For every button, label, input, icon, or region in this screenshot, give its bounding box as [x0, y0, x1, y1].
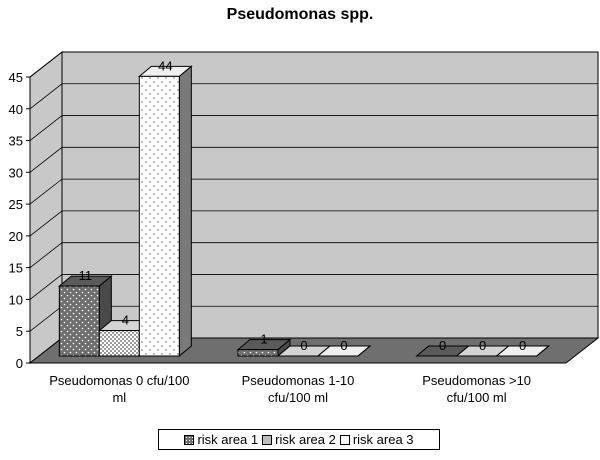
x-category-label-line: Pseudomonas 1-10 [241, 373, 355, 388]
legend-swatch-risk-area-3 [339, 434, 350, 445]
data-label: 4 [122, 313, 129, 328]
data-label: 1 [260, 332, 267, 347]
y-tick-label: 20 [9, 229, 23, 244]
legend-label-risk-area-3: risk area 3 [352, 432, 414, 447]
bar-risk-area-1-1 [58, 285, 100, 357]
data-label: 44 [158, 58, 172, 73]
y-tick-label: 10 [9, 292, 23, 307]
legend-label-risk-area-1: risk area 1 [197, 432, 259, 447]
gridline [29, 210, 598, 237]
data-label: 0 [340, 338, 347, 353]
bar-risk-area-3-1 [138, 75, 180, 357]
gridline [29, 242, 598, 268]
data-label: 0 [479, 338, 486, 353]
y-tick-label: 5 [16, 324, 23, 339]
x-category-label-line: cfu/100 ml [268, 390, 328, 405]
bar-risk-area-2-1 [98, 330, 140, 357]
x-category-label-1: Pseudomonas 0 cfu/100 ml [24, 372, 214, 406]
legend-label-risk-area-2: risk area 2 [275, 432, 336, 447]
y-tick-label: 30 [9, 165, 23, 180]
gridline [29, 83, 598, 110]
gridline [29, 146, 598, 173]
y-tick-label: 15 [9, 261, 23, 276]
gridline [29, 178, 598, 205]
x-category-label-3: Pseudomonas >10 cfu/100 ml [382, 372, 572, 406]
gridline [29, 51, 598, 78]
x-category-label-line: Pseudomonas >10 [422, 373, 532, 388]
bar-risk-area-1-2 [237, 349, 279, 357]
bar-side [536, 345, 549, 357]
legend-swatch-risk-area-1 [184, 434, 195, 445]
data-label: 0 [300, 338, 307, 353]
data-label: 0 [439, 338, 446, 353]
y-tick-label: 25 [9, 197, 23, 212]
x-category-label-line: Pseudomonas 0 cfu/100 [49, 373, 190, 388]
y-tick-label: 40 [9, 102, 23, 117]
legend-item-risk-area-1: risk area 1 [184, 432, 258, 447]
data-label: 11 [79, 268, 93, 283]
bar-side [178, 65, 192, 358]
legend-item-risk-area-3: risk area 3 [339, 432, 414, 447]
gridline [29, 115, 598, 141]
y-tick-label: 35 [9, 134, 23, 149]
legend-item-risk-area-2: risk area 2 [262, 432, 336, 447]
x-category-label-line: ml [112, 390, 127, 405]
data-label: 0 [519, 338, 526, 353]
chart-title: Pseudomonas spp. [226, 6, 374, 23]
legend: risk area 1 risk area 2 risk area 3 [158, 429, 440, 450]
y-tick-label: 0 [16, 356, 23, 371]
x-category-label-2: Pseudomonas 1-10 cfu/100 ml [203, 372, 393, 406]
x-category-label-line: cfu/100 ml [446, 390, 507, 405]
y-tick-label: 45 [9, 70, 23, 85]
side-wall [29, 50, 63, 365]
gridline [29, 274, 598, 300]
bar-side [357, 345, 371, 357]
legend-swatch-risk-area-2 [262, 434, 273, 445]
